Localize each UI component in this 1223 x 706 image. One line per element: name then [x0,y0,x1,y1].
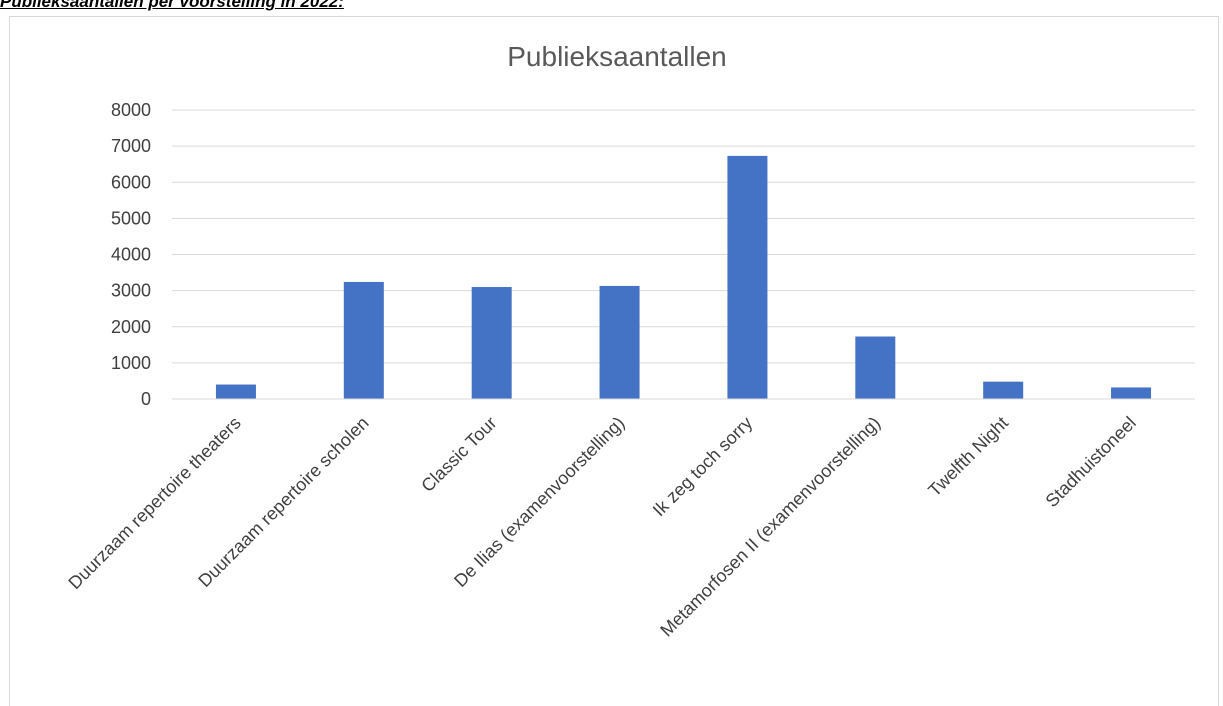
y-tick-label: 1000 [111,353,151,373]
bar [727,155,768,399]
x-category-label: Ik zeg toch sorry [649,413,757,521]
y-tick-label: 3000 [111,281,151,301]
y-tick-label: 4000 [111,245,151,265]
y-tick-label: 7000 [111,136,151,156]
chart-title: Publieksaantallen [507,41,727,72]
y-tick-label: 8000 [111,100,151,120]
bar [599,285,640,399]
bar [1111,387,1152,399]
bars [215,155,1152,399]
bar [343,281,384,399]
bar [983,381,1024,399]
x-category-label: Metamorfosen II (examenvoorstelling) [656,413,884,641]
y-tick-label: 0 [141,389,151,409]
y-tick-label: 2000 [111,317,151,337]
y-axis-tick-labels: 0 1000 2000 3000 4000 5000 6000 7000 8000 [111,100,151,409]
y-tick-label: 5000 [111,208,151,228]
x-category-label: Classic Tour [417,413,500,496]
bar [215,384,256,399]
document-heading: Publieksaantallen per voorstelling in 20… [0,0,344,11]
y-tick-label: 6000 [111,172,151,192]
gridlines [172,109,1195,364]
x-category-label: Stadhuistoneel [1042,413,1140,511]
bar [471,287,512,399]
x-category-label: Twelfth Night [924,413,1012,501]
bar [855,336,896,399]
